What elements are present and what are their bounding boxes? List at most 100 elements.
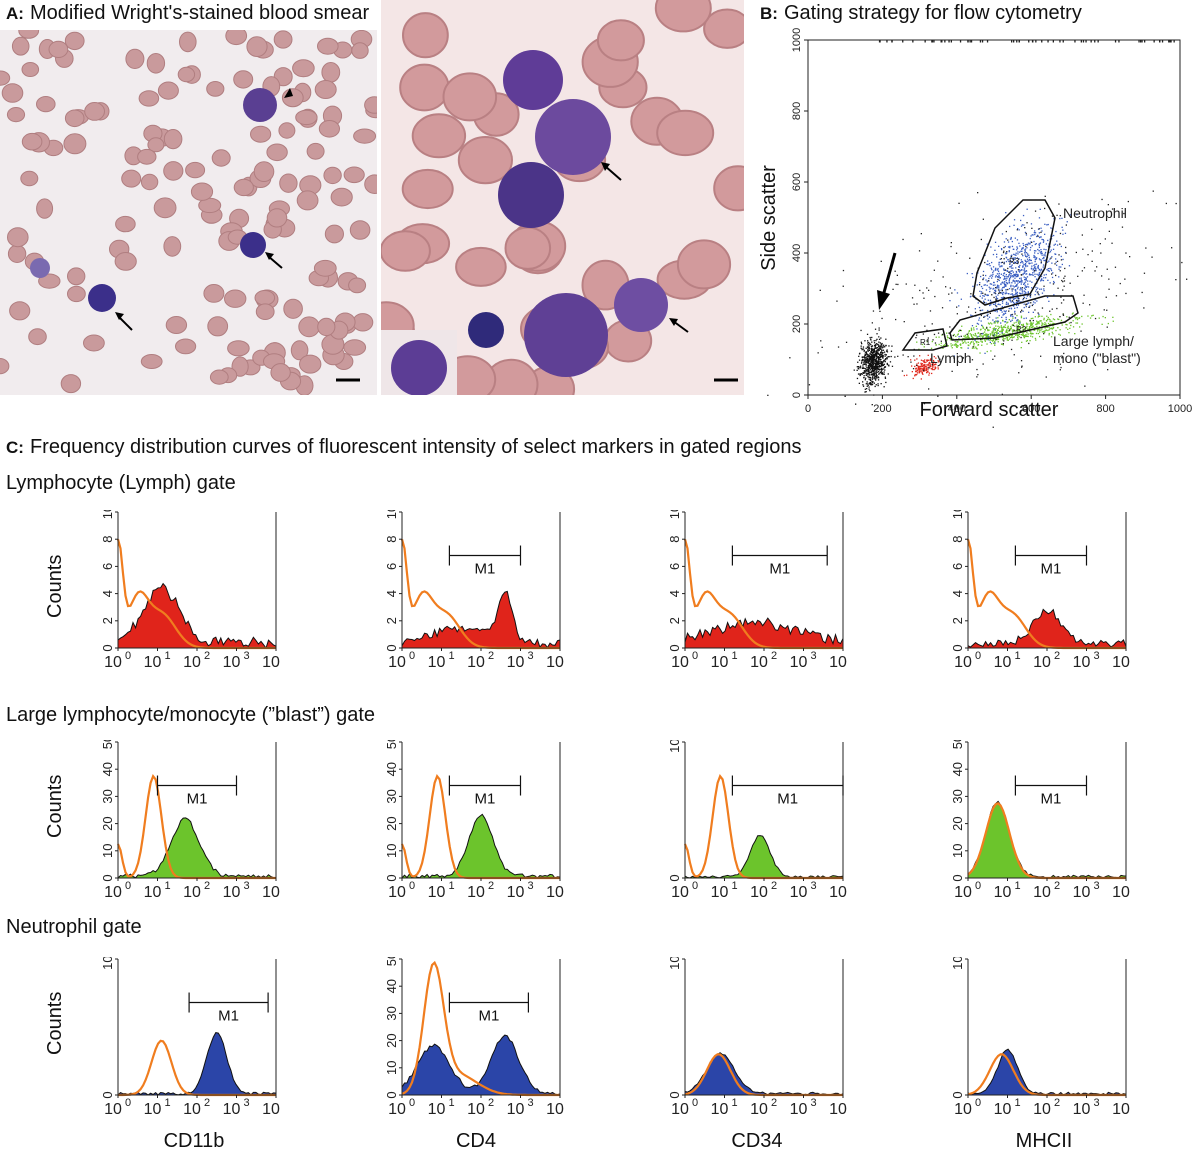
- neutrophil-dot: [993, 321, 996, 323]
- neutrophil-dot: [1017, 282, 1019, 284]
- x-tick-label: 10: [388, 654, 406, 671]
- blast-dot: [981, 341, 983, 343]
- red-blood-cell: [364, 96, 377, 114]
- debris-dot: [879, 345, 881, 347]
- debris-dot: [869, 376, 872, 379]
- debris-dot: [855, 403, 857, 405]
- blast-dot: [990, 350, 992, 352]
- debris-dot: [871, 351, 873, 353]
- debris-dot: [884, 346, 886, 348]
- blast-dot: [997, 338, 999, 340]
- blast-dot: [1038, 321, 1040, 323]
- x-tick-label: 800: [1096, 403, 1114, 415]
- blast-dot: [1048, 329, 1050, 331]
- blast-dot: [1036, 325, 1038, 328]
- blast-dot: [1001, 330, 1003, 332]
- lymph-dot: [920, 378, 922, 380]
- debris-dot: [862, 358, 864, 360]
- neutrophil-dot: [1007, 303, 1009, 305]
- event-dot: [1021, 253, 1023, 255]
- neutrophil-dot: [1038, 294, 1040, 296]
- y-tick-label: 10: [100, 844, 115, 858]
- x-tick-exponent: 0: [125, 880, 131, 892]
- neutrophil-dot: [1025, 297, 1028, 300]
- neutrophil-dot: [996, 280, 998, 283]
- debris-dot: [867, 350, 869, 352]
- blast-dot: [968, 336, 970, 338]
- blast-dot: [1026, 323, 1028, 326]
- neutrophil-dot: [1018, 270, 1020, 272]
- neutrophil-dot: [1026, 244, 1029, 246]
- debris-dot: [866, 333, 869, 335]
- debris-dot: [873, 357, 876, 359]
- neutrophil-dot: [1040, 249, 1042, 251]
- saturated-dot: [1016, 40, 1018, 43]
- debris-dot: [886, 351, 889, 353]
- debris-dot: [873, 351, 875, 354]
- neutrophil-dot: [1031, 274, 1033, 276]
- neutrophil-dot: [1000, 308, 1002, 310]
- neutrophil-dot: [1015, 301, 1017, 304]
- debris-dot: [872, 364, 874, 367]
- blast-dot: [977, 344, 979, 346]
- neutrophil-dot: [998, 261, 1000, 263]
- blast-dot: [994, 329, 996, 332]
- neutrophil-dot: [1017, 298, 1019, 300]
- blast-dot: [1049, 319, 1051, 321]
- marker-label-cd11b: CD11b: [163, 1130, 225, 1152]
- blast-dot: [1045, 329, 1047, 331]
- neutrophil-dot: [1026, 273, 1028, 275]
- red-blood-cell: [21, 132, 43, 151]
- neutrophil-dot: [1001, 292, 1004, 294]
- debris-dot: [870, 384, 872, 386]
- neutrophil-dot: [991, 268, 993, 271]
- neutrophil-dot: [1010, 301, 1012, 303]
- event-dot: [1175, 202, 1177, 205]
- blast-dot: [1070, 324, 1072, 327]
- neutrophil-dot: [1010, 257, 1012, 259]
- neutrophil-dot: [1036, 292, 1038, 294]
- blast-dot: [1017, 338, 1019, 340]
- debris-dot: [865, 374, 868, 376]
- debris-dot: [858, 353, 861, 355]
- neutrophil-dot: [1032, 272, 1034, 274]
- neutrophil-dot: [1003, 261, 1005, 263]
- x-tick-label: 10: [954, 1101, 972, 1118]
- y-tick-label: 50: [384, 957, 399, 966]
- debris-dot: [864, 391, 866, 393]
- debris-dot: [877, 343, 879, 345]
- neutrophil-dot: [1032, 268, 1034, 270]
- x-tick-label: 10: [1033, 1101, 1051, 1118]
- lymph-dot: [925, 361, 927, 363]
- x-tick-exponent: 0: [125, 1097, 131, 1109]
- blast-dot: [1036, 328, 1039, 330]
- blast-dot: [999, 333, 1001, 336]
- red-blood-cell: [253, 161, 275, 183]
- debris-dot: [867, 354, 869, 356]
- neutrophil-dot: [1035, 250, 1037, 252]
- neutrophil-dot: [1040, 275, 1043, 278]
- blast-dot: [1035, 323, 1037, 326]
- event-dot: [995, 298, 997, 300]
- neutrophil-dot: [1026, 258, 1029, 260]
- blast-dot: [1044, 331, 1046, 333]
- blast-dot: [1048, 327, 1051, 329]
- debris-dot: [881, 342, 883, 345]
- histogram-cd34-row3: 0100100101102103104: [667, 957, 847, 1118]
- saturated-dot: [1173, 40, 1175, 43]
- neutrophil-dot: [1009, 298, 1012, 300]
- y-tick-label: 1000: [791, 28, 803, 52]
- saturated-dot: [959, 40, 962, 43]
- event-dot: [1049, 310, 1051, 312]
- event-dot: [1007, 239, 1009, 241]
- blast-dot: [993, 329, 995, 331]
- y-tick-label: 2: [384, 617, 399, 624]
- blast-dot: [977, 332, 979, 334]
- event-dot: [1014, 313, 1016, 315]
- neutrophil-dot: [1003, 268, 1005, 270]
- neutrophil-dot: [1025, 277, 1027, 279]
- blast-dot: [1071, 313, 1074, 315]
- x-tick-label: 0: [805, 403, 811, 415]
- lymph-dot: [920, 368, 922, 370]
- event-dot: [1064, 275, 1066, 277]
